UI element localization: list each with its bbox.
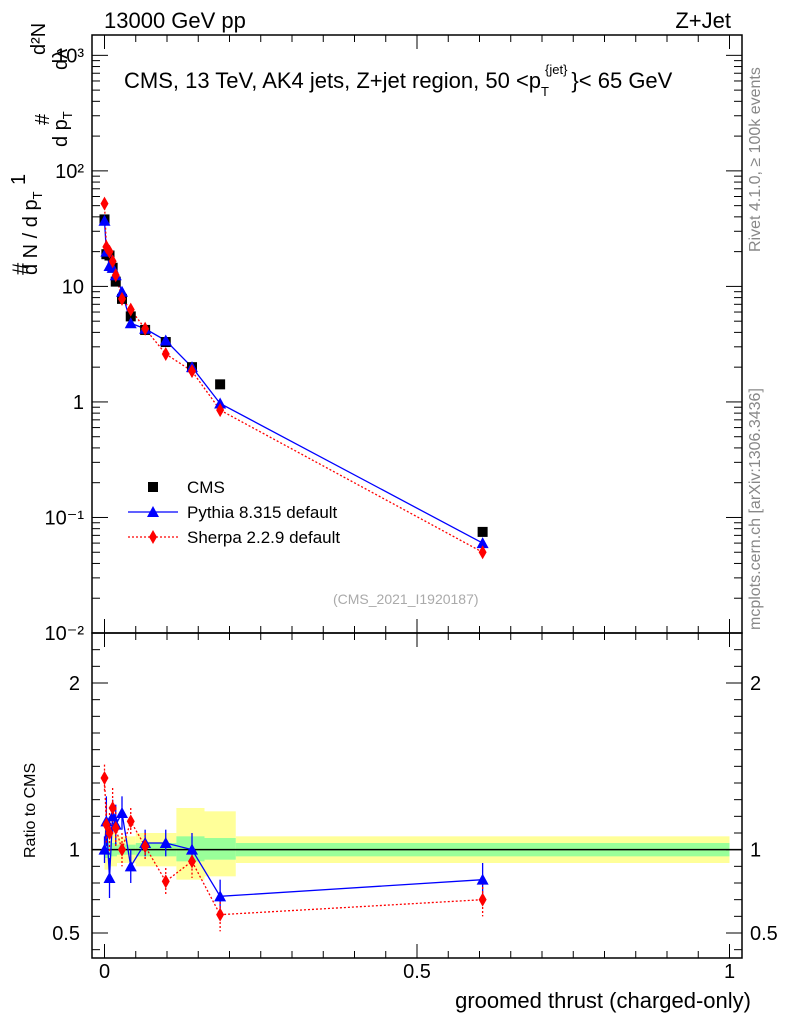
main-point-sherpa	[126, 302, 135, 317]
x-axis-label: groomed thrust (charged-only)	[455, 988, 751, 1013]
band-green	[204, 838, 236, 860]
main-point-pythia	[116, 285, 128, 297]
main-point-cms	[477, 526, 488, 537]
main-point-pythia	[124, 317, 137, 329]
ratio-y-tick-label-right: 1	[750, 840, 761, 862]
legend-marker-cms	[148, 482, 158, 492]
ratio-point-sherpa	[478, 892, 487, 907]
title-post: }< 65 GeV	[571, 68, 673, 93]
ylab-den2: d p	[50, 119, 72, 147]
title-sup: {jet}	[545, 62, 568, 77]
ratio-point-pythia	[116, 807, 128, 818]
ylab-den-sub: T	[30, 191, 45, 200]
main-point-sherpa	[100, 196, 109, 211]
ratio-point-sherpa	[100, 771, 109, 785]
main-point-sherpa	[188, 364, 196, 379]
title-pre: CMS, 13 TeV, AK4 jets, Z+jet region, 50 …	[124, 68, 542, 93]
y-tick-label: 10²	[55, 161, 84, 183]
ratio-point-sherpa	[161, 874, 170, 889]
main-point-sherpa	[118, 291, 126, 306]
ratio-point-pythia	[103, 872, 116, 883]
title-sub: T	[541, 84, 549, 99]
y-tick-label: 10³	[55, 45, 84, 67]
legend: CMS Pythia 8.315 default Sherpa 2.2.9 defa…	[128, 478, 340, 547]
legend-label-cms: CMS	[187, 478, 225, 497]
main-point-pythia	[476, 537, 489, 549]
main-point-sherpa	[111, 268, 120, 283]
side-label-mcplots-text: mcplots.cern.ch [arXiv:1306.3436]	[747, 388, 764, 630]
ylab-den: d N / d p	[20, 199, 42, 275]
ratio-point-pythia	[159, 837, 172, 848]
ratio-y-tick-label: 0.5	[52, 923, 80, 945]
side-label-rivet-text: Rivet 4.1.0, ≥ 100k events	[747, 67, 764, 252]
ratio-point-pythia	[106, 810, 119, 822]
ylab-den2-sub: T	[60, 111, 75, 120]
main-point-sherpa	[108, 254, 117, 269]
analysis-watermark: (CMS_2021_I1920187)	[333, 591, 479, 607]
y-tick-label: 10⁻¹	[45, 507, 85, 529]
ratio-panel-frame	[91, 632, 743, 959]
x-tick-label: 1	[724, 961, 735, 983]
legend-label-pythia: Pythia 8.315 default	[187, 503, 338, 522]
ratio-ylabel-text: Ratio to CMS	[22, 762, 39, 858]
x-tick-label: 0.5	[403, 961, 431, 983]
ylab-num2: d²N	[28, 22, 50, 55]
main-line-pythia	[103, 220, 483, 544]
ratio-point-pythia	[186, 843, 198, 855]
main-point-pythia	[98, 214, 111, 226]
main-point-pythia	[159, 334, 172, 346]
y-tick-label: 1	[73, 392, 84, 414]
ratio-point-sherpa	[111, 821, 120, 835]
main-line-sherpa	[103, 203, 483, 553]
header-right: Z+Jet	[675, 8, 731, 33]
y-tick-label: 10	[62, 276, 84, 298]
chart-title: CMS, 13 TeV, AK4 jets, Z+jet region, 50 …	[124, 62, 673, 99]
ratio-line-sherpa	[103, 777, 483, 916]
ratio-point-sherpa	[118, 842, 126, 857]
main-point-pythia	[214, 397, 227, 409]
main-point-cms	[215, 379, 226, 390]
header-left: 13000 GeV pp	[104, 8, 246, 33]
ratio-point-sherpa	[108, 801, 117, 815]
ratio-y-tick-label-right: 2	[750, 673, 761, 695]
main-point-sherpa	[105, 244, 114, 259]
ratio-point-pythia	[124, 860, 137, 872]
main-point-sherpa	[141, 321, 150, 336]
ylab-one: 1	[8, 173, 30, 185]
ratio-point-pythia	[98, 843, 111, 855]
ratio-y-tick-label: 1	[69, 840, 80, 862]
legend-marker-sherpa	[149, 530, 157, 544]
ylab-lam: dλ	[50, 48, 72, 70]
legend-label-sherpa: Sherpa 2.2.9 default	[187, 528, 340, 547]
ratio-point-sherpa	[126, 814, 135, 829]
x-tick-label: 0	[99, 961, 110, 983]
main-point-sherpa	[216, 403, 225, 418]
main-point-sherpa	[478, 545, 487, 560]
ratio-point-sherpa	[188, 854, 196, 869]
ratio-y-tick-label: 2	[69, 673, 80, 695]
ratio-point-sherpa	[105, 826, 114, 840]
uncertainty-bands	[92, 808, 742, 880]
ratio-y-tick-label-right: 0.5	[750, 923, 778, 945]
ratio-point-sherpa	[216, 907, 225, 922]
legend-marker-pythia	[147, 506, 159, 517]
ratio-point-sherpa	[141, 839, 150, 854]
main-point-sherpa	[161, 346, 170, 361]
ratio-point-pythia	[476, 873, 489, 885]
y-tick-label: 10⁻²	[45, 623, 85, 645]
ratio-point-pythia	[214, 890, 227, 902]
